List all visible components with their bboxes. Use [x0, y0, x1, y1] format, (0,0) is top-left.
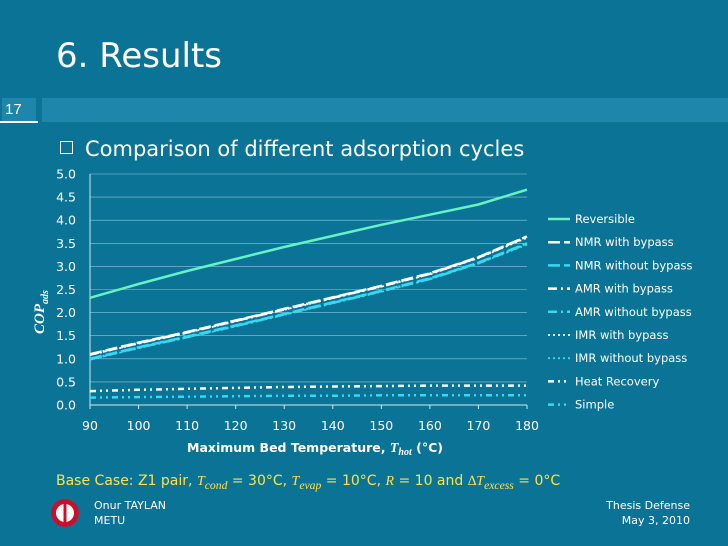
series-line-nmr-with-bypass — [89, 235, 528, 356]
y-tick-8: 4.0 — [56, 213, 76, 228]
header-bar — [42, 98, 728, 122]
cop-chart: 0.0 0.5 1.0 1.5 2.0 2.5 3.0 3.5 4.0 4.5 5.0 90 100 1… — [32, 167, 693, 459]
x-tick-7: 160 — [418, 418, 442, 433]
footer-author: Onur TAYLAN — [94, 499, 167, 512]
y-tick-7: 3.5 — [56, 236, 76, 251]
chart-grid — [89, 173, 528, 409]
slide-number: 17 — [2, 98, 36, 122]
bullet-item: Comparison of different adsorption cycle… — [60, 137, 524, 161]
x-tick-9: 180 — [515, 418, 539, 433]
legend-label-3: AMR with bypass — [575, 282, 673, 296]
slide-number-underline — [0, 121, 38, 123]
series-lines — [89, 188, 528, 399]
x-axis-label: Maximum Bed Temperature, Thot (°C) — [187, 440, 443, 458]
x-tick-6: 150 — [369, 418, 393, 433]
y-tick-0: 0.0 — [56, 398, 76, 413]
x-tick-0: 90 — [82, 418, 98, 433]
x-tick-8: 170 — [467, 418, 491, 433]
y-tick-2: 1.0 — [56, 351, 76, 366]
legend-label-7: Heat Recovery — [575, 374, 659, 388]
y-axis-label: COPads — [32, 290, 51, 334]
series-line-nmr-without-bypass — [89, 242, 528, 361]
legend-label-5: IMR with bypass — [575, 328, 668, 342]
base-case-note: Base Case: Z1 pair, Tcond = 30°C, Tevap … — [56, 473, 561, 492]
legend-label-6: IMR without bypass — [575, 351, 687, 365]
y-tick-6: 3.0 — [56, 259, 76, 274]
x-tick-2: 110 — [175, 418, 199, 433]
footer-left: Onur TAYLAN METU — [94, 498, 166, 528]
footer-right: Thesis Defense May 3, 2010 — [606, 498, 690, 528]
y-tick-3: 1.5 — [56, 328, 76, 343]
y-tick-10: 5.0 — [56, 167, 76, 182]
footer-event: Thesis Defense — [606, 499, 690, 512]
y-tick-5: 2.5 — [56, 282, 76, 297]
x-tick-1: 100 — [127, 418, 151, 433]
y-tick-4: 2.0 — [56, 305, 76, 320]
series-line-reversible — [89, 188, 528, 300]
legend-label-1: NMR with bypass — [575, 235, 674, 249]
series-line-imr-with-bypass — [89, 236, 528, 356]
y-tick-1: 0.5 — [56, 374, 76, 389]
legend-label-8: Simple — [575, 398, 614, 412]
footer-date: May 3, 2010 — [621, 514, 690, 527]
legend-label-4: AMR without bypass — [575, 305, 692, 319]
x-tick-4: 130 — [272, 418, 296, 433]
series-line-amr-without-bypass — [89, 242, 528, 361]
bullet-square-icon — [60, 141, 73, 154]
footer-institution: METU — [94, 514, 126, 527]
series-line-amr-with-bypass — [89, 235, 528, 356]
legend-label-2: NMR without bypass — [575, 258, 693, 272]
chart-legend: Reversible NMR with bypass NMR without byp… — [548, 212, 693, 412]
x-tick-3: 120 — [224, 418, 248, 433]
x-tick-labels: 90 100 110 120 130 140 150 160 170 180 — [82, 418, 539, 433]
slide-title: 6. Results — [56, 36, 223, 76]
y-tick-9: 4.5 — [56, 190, 76, 205]
y-tick-labels: 0.0 0.5 1.0 1.5 2.0 2.5 3.0 3.5 4.0 4.5 5.0 — [56, 167, 76, 413]
bullet-text: Comparison of different adsorption cycle… — [85, 137, 525, 161]
legend-label-0: Reversible — [575, 212, 635, 226]
metu-logo-icon — [51, 499, 79, 527]
series-line-simple — [89, 394, 527, 399]
x-tick-5: 140 — [321, 418, 345, 433]
series-line-heat-recovery — [89, 384, 527, 393]
